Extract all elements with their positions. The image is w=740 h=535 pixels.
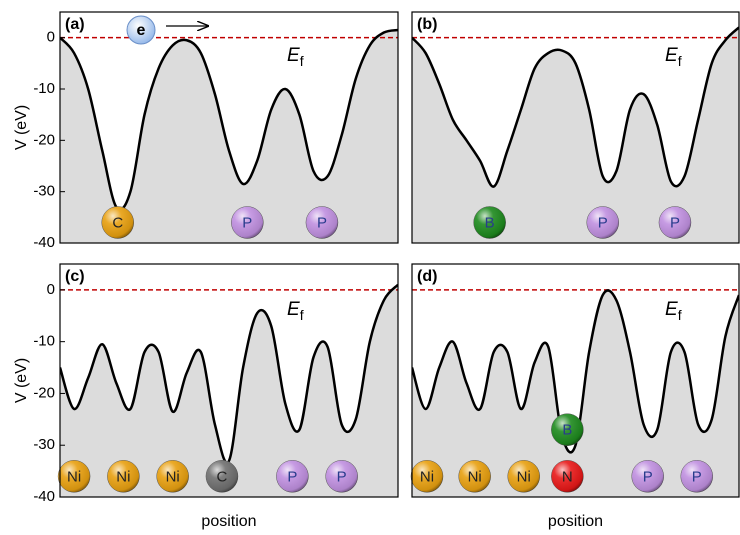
panel: Ni Ni Ni C P P 0 -10 -20 -30 -40 (c) Ef V (eV) positio…	[13, 264, 398, 530]
panel-label: (a)	[65, 16, 85, 33]
atom-label: Ni	[420, 468, 434, 485]
atom-label: C	[217, 468, 228, 485]
y-tick-label: -30	[33, 183, 55, 200]
atom-label: C	[112, 214, 123, 231]
fermi-symbol: E	[287, 299, 300, 320]
panel-label: (d)	[417, 268, 437, 285]
panel-label: (b)	[417, 16, 437, 33]
atom-label: Ni	[67, 468, 81, 485]
atom-label: P	[692, 468, 702, 485]
fermi-subscript: f	[678, 307, 682, 323]
atom-label: B	[485, 214, 495, 231]
y-axis-label: V (eV)	[13, 358, 30, 403]
plot-area	[412, 27, 739, 243]
y-tick-label: -40	[33, 234, 55, 251]
x-axis-label: position	[548, 513, 603, 530]
y-tick-label: -30	[33, 436, 55, 453]
panel: C P P 0 -10 -20 -30 -40 (a) Ef V (eV) e	[13, 12, 398, 251]
fermi-label: Ef	[287, 45, 304, 69]
panel: Ni Ni Ni N B P P (d) Ef position	[411, 264, 739, 530]
fermi-label: Ef	[665, 299, 682, 323]
atom-label: P	[598, 214, 608, 231]
fermi-symbol: E	[665, 45, 678, 66]
atom-label: P	[643, 468, 653, 485]
fermi-subscript: f	[300, 53, 304, 69]
y-tick-label: 0	[47, 29, 55, 46]
y-tick-label: -40	[33, 488, 55, 505]
panel: B P P (b) Ef	[412, 12, 739, 243]
fermi-label: Ef	[287, 299, 304, 323]
atom-label: Ni	[468, 468, 482, 485]
atom-label: N	[562, 468, 573, 485]
atom-label: Ni	[116, 468, 130, 485]
atom-label: P	[242, 214, 252, 231]
atom-label: B	[562, 422, 572, 439]
atom-label: P	[287, 468, 297, 485]
area-fill	[412, 27, 739, 243]
atom-label: P	[670, 214, 680, 231]
electron-label: e	[137, 22, 146, 39]
atom-label: P	[337, 468, 347, 485]
figure: CPP0-10-20-30-40(a)EfV (eV)eBPP(b)EfNiNi…	[0, 0, 740, 535]
fermi-subscript: f	[300, 307, 304, 323]
fermi-symbol: E	[665, 299, 678, 320]
fermi-label: Ef	[665, 45, 682, 69]
fermi-subscript: f	[678, 53, 682, 69]
y-tick-label: -20	[33, 131, 55, 148]
y-tick-label: -10	[33, 80, 55, 97]
atom-label: P	[317, 214, 327, 231]
fermi-symbol: E	[287, 45, 300, 66]
y-tick-label: -20	[33, 384, 55, 401]
x-axis-label: position	[201, 513, 256, 530]
y-axis-label: V (eV)	[13, 105, 30, 150]
y-tick-label: 0	[47, 281, 55, 298]
atom-label: Ni	[517, 468, 531, 485]
atom-label: Ni	[166, 468, 180, 485]
panel-label: (c)	[65, 268, 85, 285]
y-tick-label: -10	[33, 333, 55, 350]
